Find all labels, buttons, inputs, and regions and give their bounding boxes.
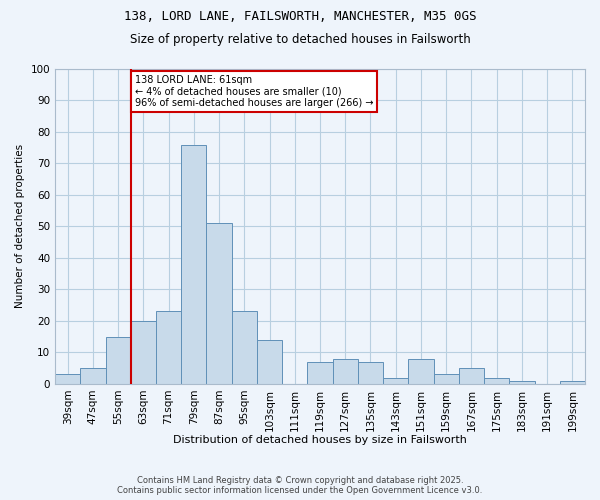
Bar xyxy=(459,368,484,384)
Bar xyxy=(509,380,535,384)
Text: Size of property relative to detached houses in Failsworth: Size of property relative to detached ho… xyxy=(130,32,470,46)
Bar xyxy=(257,340,282,384)
Text: 138, LORD LANE, FAILSWORTH, MANCHESTER, M35 0GS: 138, LORD LANE, FAILSWORTH, MANCHESTER, … xyxy=(124,10,476,23)
Bar xyxy=(484,378,509,384)
Bar xyxy=(560,380,585,384)
Bar xyxy=(80,368,106,384)
Bar xyxy=(434,374,459,384)
Bar xyxy=(232,312,257,384)
X-axis label: Distribution of detached houses by size in Failsworth: Distribution of detached houses by size … xyxy=(173,435,467,445)
Bar xyxy=(332,358,358,384)
Text: 138 LORD LANE: 61sqm
← 4% of detached houses are smaller (10)
96% of semi-detach: 138 LORD LANE: 61sqm ← 4% of detached ho… xyxy=(134,76,373,108)
Bar xyxy=(156,312,181,384)
Bar xyxy=(383,378,409,384)
Text: Contains HM Land Registry data © Crown copyright and database right 2025.
Contai: Contains HM Land Registry data © Crown c… xyxy=(118,476,482,495)
Bar xyxy=(358,362,383,384)
Bar xyxy=(307,362,332,384)
Bar xyxy=(55,374,80,384)
Y-axis label: Number of detached properties: Number of detached properties xyxy=(15,144,25,308)
Bar xyxy=(131,321,156,384)
Bar xyxy=(181,144,206,384)
Bar xyxy=(409,358,434,384)
Bar xyxy=(206,224,232,384)
Bar xyxy=(106,336,131,384)
